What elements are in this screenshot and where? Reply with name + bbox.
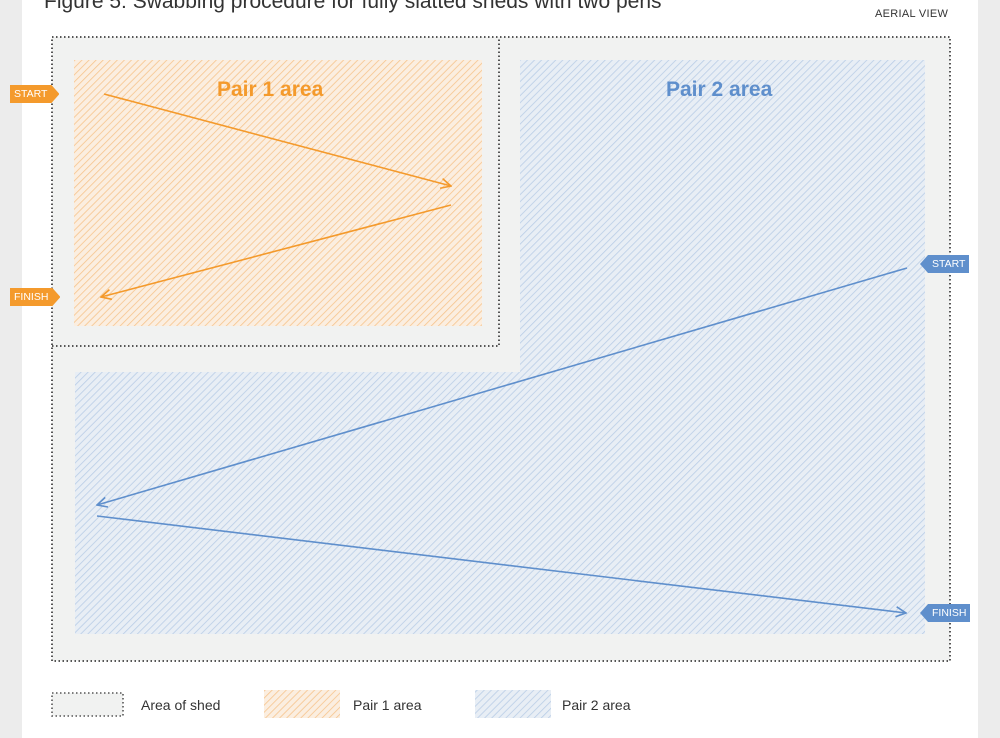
figure-title: Figure 5: Swabbing procedure for fully s… <box>44 0 662 13</box>
legend-shed-swatch <box>51 692 124 717</box>
pen-divider <box>52 37 500 347</box>
pair1-path-arrow-2 <box>101 204 452 297</box>
pair2-path-arrow-2 <box>96 515 906 613</box>
legend-shed-label: Area of shed <box>141 697 221 713</box>
legend-pair1-label: Pair 1 area <box>353 697 422 713</box>
legend-pair2-label: Pair 2 area <box>562 697 631 713</box>
legend-pair2-swatch <box>475 690 551 718</box>
pair2-area-label: Pair 2 area <box>666 78 773 101</box>
pair2-finish-marker: FINISH <box>920 604 971 622</box>
pair1-area-label: Pair 1 area <box>217 78 324 101</box>
legend-pair1-swatch <box>264 690 340 718</box>
pair1-start-marker: START <box>10 85 59 103</box>
pair1-path-arrow-1 <box>103 93 451 186</box>
pair2-path-arrow-1 <box>97 267 908 505</box>
pair1-finish-marker: FINISH <box>10 288 60 306</box>
pair2-start-marker: START <box>920 255 970 273</box>
shed-outline <box>51 36 951 662</box>
view-label: AERIAL VIEW <box>875 8 949 20</box>
pair2-area <box>75 60 925 634</box>
